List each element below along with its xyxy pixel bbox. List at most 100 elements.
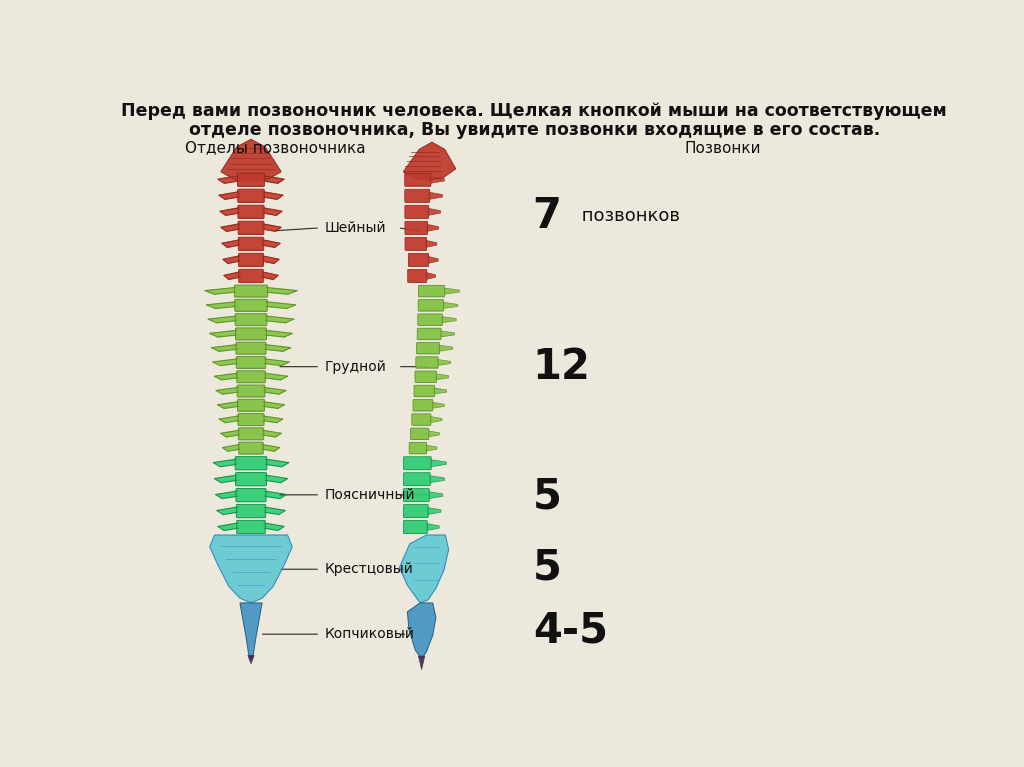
Polygon shape: [214, 475, 237, 482]
FancyBboxPatch shape: [236, 489, 266, 502]
FancyBboxPatch shape: [236, 314, 267, 326]
Polygon shape: [248, 656, 254, 663]
Polygon shape: [216, 387, 239, 394]
Polygon shape: [403, 142, 456, 180]
Polygon shape: [240, 603, 262, 659]
Polygon shape: [266, 301, 296, 308]
Polygon shape: [426, 240, 437, 248]
Polygon shape: [262, 430, 282, 437]
Text: Отделы позвоночника: Отделы позвоночника: [184, 140, 366, 156]
FancyBboxPatch shape: [237, 520, 265, 534]
FancyBboxPatch shape: [236, 342, 266, 354]
FancyBboxPatch shape: [416, 357, 438, 368]
Text: 7: 7: [532, 195, 562, 237]
Text: Позвонки: Позвонки: [685, 140, 762, 156]
Polygon shape: [216, 491, 238, 499]
FancyBboxPatch shape: [237, 505, 265, 518]
Polygon shape: [213, 359, 238, 366]
Polygon shape: [408, 603, 436, 659]
FancyBboxPatch shape: [410, 443, 427, 454]
FancyBboxPatch shape: [236, 472, 266, 486]
FancyBboxPatch shape: [238, 413, 264, 426]
FancyBboxPatch shape: [412, 414, 431, 425]
Polygon shape: [208, 316, 237, 323]
Polygon shape: [264, 507, 285, 515]
FancyBboxPatch shape: [239, 428, 264, 439]
Polygon shape: [265, 344, 291, 351]
FancyBboxPatch shape: [238, 173, 264, 186]
Polygon shape: [443, 288, 460, 295]
Polygon shape: [265, 491, 287, 499]
FancyBboxPatch shape: [238, 385, 265, 397]
FancyBboxPatch shape: [239, 269, 263, 282]
Text: Поясничный: Поясничный: [325, 488, 416, 502]
FancyBboxPatch shape: [414, 385, 434, 397]
Polygon shape: [426, 445, 437, 451]
FancyBboxPatch shape: [237, 357, 265, 368]
Polygon shape: [428, 431, 439, 437]
Polygon shape: [430, 176, 444, 183]
Polygon shape: [262, 272, 278, 279]
Polygon shape: [217, 507, 238, 515]
FancyBboxPatch shape: [239, 442, 263, 454]
Polygon shape: [442, 302, 458, 308]
FancyBboxPatch shape: [404, 222, 428, 235]
Polygon shape: [434, 388, 446, 394]
FancyBboxPatch shape: [239, 253, 263, 267]
Polygon shape: [211, 344, 238, 351]
Text: Перед вами позвоночник человека. Щелкая кнопкой мыши на соответствующем: Перед вами позвоночник человека. Щелкая …: [122, 102, 947, 120]
Polygon shape: [419, 656, 425, 670]
FancyBboxPatch shape: [403, 489, 429, 502]
FancyBboxPatch shape: [409, 253, 429, 266]
Polygon shape: [221, 430, 240, 437]
FancyBboxPatch shape: [234, 285, 267, 297]
Polygon shape: [263, 416, 283, 423]
Polygon shape: [428, 256, 438, 264]
FancyBboxPatch shape: [417, 343, 439, 354]
FancyBboxPatch shape: [418, 300, 443, 311]
Polygon shape: [430, 459, 446, 467]
FancyBboxPatch shape: [404, 206, 429, 219]
Polygon shape: [210, 331, 237, 337]
Polygon shape: [263, 176, 284, 183]
FancyBboxPatch shape: [403, 521, 427, 534]
FancyBboxPatch shape: [404, 173, 431, 186]
Polygon shape: [207, 301, 236, 308]
Polygon shape: [264, 359, 289, 366]
FancyBboxPatch shape: [238, 189, 264, 202]
Polygon shape: [432, 402, 444, 408]
FancyBboxPatch shape: [419, 285, 444, 297]
Polygon shape: [224, 272, 240, 279]
FancyBboxPatch shape: [238, 400, 264, 411]
Polygon shape: [426, 272, 435, 279]
FancyBboxPatch shape: [237, 370, 265, 383]
Text: 5: 5: [532, 476, 561, 518]
FancyBboxPatch shape: [404, 189, 430, 202]
Polygon shape: [263, 208, 282, 216]
FancyBboxPatch shape: [411, 428, 429, 439]
Polygon shape: [219, 192, 239, 199]
Polygon shape: [427, 224, 438, 232]
Polygon shape: [219, 416, 240, 423]
Polygon shape: [213, 459, 237, 466]
FancyBboxPatch shape: [239, 237, 264, 251]
Polygon shape: [264, 374, 288, 380]
FancyBboxPatch shape: [239, 221, 264, 235]
FancyBboxPatch shape: [236, 456, 267, 470]
FancyBboxPatch shape: [238, 206, 264, 219]
Polygon shape: [265, 331, 292, 337]
Polygon shape: [266, 288, 297, 295]
Polygon shape: [262, 240, 280, 248]
FancyBboxPatch shape: [403, 472, 430, 486]
Polygon shape: [263, 192, 283, 199]
Text: Грудной: Грудной: [325, 360, 387, 374]
Polygon shape: [428, 209, 440, 216]
Polygon shape: [263, 224, 281, 232]
Polygon shape: [264, 523, 284, 531]
Text: Крестцовый: Крестцовый: [325, 562, 414, 576]
Polygon shape: [439, 345, 453, 351]
FancyBboxPatch shape: [403, 505, 428, 518]
Text: Копчиковый: Копчиковый: [325, 627, 415, 641]
Text: позвонков: позвонков: [577, 207, 680, 225]
Polygon shape: [220, 208, 240, 216]
